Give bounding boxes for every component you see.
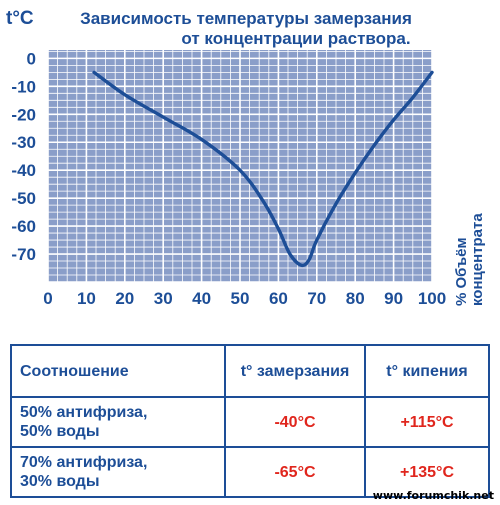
x-tick-label: 10: [77, 289, 96, 308]
y-tick-label: -40: [11, 161, 36, 180]
x-axis-label-line-1: % Объём: [453, 237, 470, 306]
row-ratio-cell: 50% антифриза, 50% воды: [10, 396, 226, 448]
x-tick-label: 0: [43, 289, 52, 308]
table-row: 70% антифриза, 30% воды -65°C +135°C: [10, 446, 490, 498]
header-freezing-temp: t° замерзания: [224, 344, 366, 398]
y-tick-label: -30: [11, 133, 36, 152]
x-tick-label: 50: [231, 289, 250, 308]
chart-title-line-2: от концентрации раствора.: [181, 29, 410, 48]
x-axis-ticks: 0 10 20 30 40 50 60 70 80 90 100: [43, 289, 446, 308]
y-tick-label: -10: [11, 77, 36, 96]
x-axis-label: % Объём концентрата: [453, 213, 486, 306]
y-tick-label: 0: [27, 49, 36, 68]
table-header-row: Соотношение t° замерзания t° кипения: [10, 344, 490, 398]
header-ratio: Соотношение: [10, 344, 226, 398]
freezing-point-chart: t°C Зависимость температуры замерзания о…: [6, 8, 486, 308]
y-tick-label: -70: [11, 245, 36, 264]
freezing-curve-line: [92, 70, 434, 268]
antifreeze-ratio-table: Соотношение t° замерзания t° кипения 50%…: [10, 344, 490, 498]
y-tick-label: -20: [11, 105, 36, 124]
y-tick-label: -60: [11, 217, 36, 236]
x-tick-label: 100: [418, 289, 446, 308]
x-tick-label: 40: [192, 289, 211, 308]
row-ratio-cell: 70% антифриза, 30% воды: [10, 446, 226, 498]
x-tick-label: 80: [346, 289, 365, 308]
watermark-text: www.forumchik.net: [372, 489, 494, 502]
y-axis-unit-label: t°C: [6, 8, 34, 29]
row-freezing-cell: -65°C: [224, 446, 366, 498]
chart-title-line-1: Зависимость температуры замерзания: [80, 9, 412, 28]
grid-lines: [47, 50, 433, 283]
y-axis-ticks: 0 -10 -20 -30 -40 -50 -60 -70: [11, 49, 36, 264]
x-axis-label-line-2: концентрата: [469, 213, 486, 306]
header-boiling-temp: t° кипения: [364, 344, 490, 398]
x-tick-label: 30: [154, 289, 173, 308]
row-freezing-cell: -40°C: [224, 396, 366, 448]
x-tick-label: 90: [384, 289, 403, 308]
x-tick-label: 20: [115, 289, 134, 308]
table-row: 50% антифриза, 50% воды -40°C +115°C: [10, 396, 490, 448]
y-tick-label: -50: [11, 189, 36, 208]
x-tick-label: 60: [269, 289, 288, 308]
x-tick-label: 70: [307, 289, 326, 308]
row-boiling-cell: +115°C: [364, 396, 490, 448]
row-boiling-cell: +135°C: [364, 446, 490, 498]
